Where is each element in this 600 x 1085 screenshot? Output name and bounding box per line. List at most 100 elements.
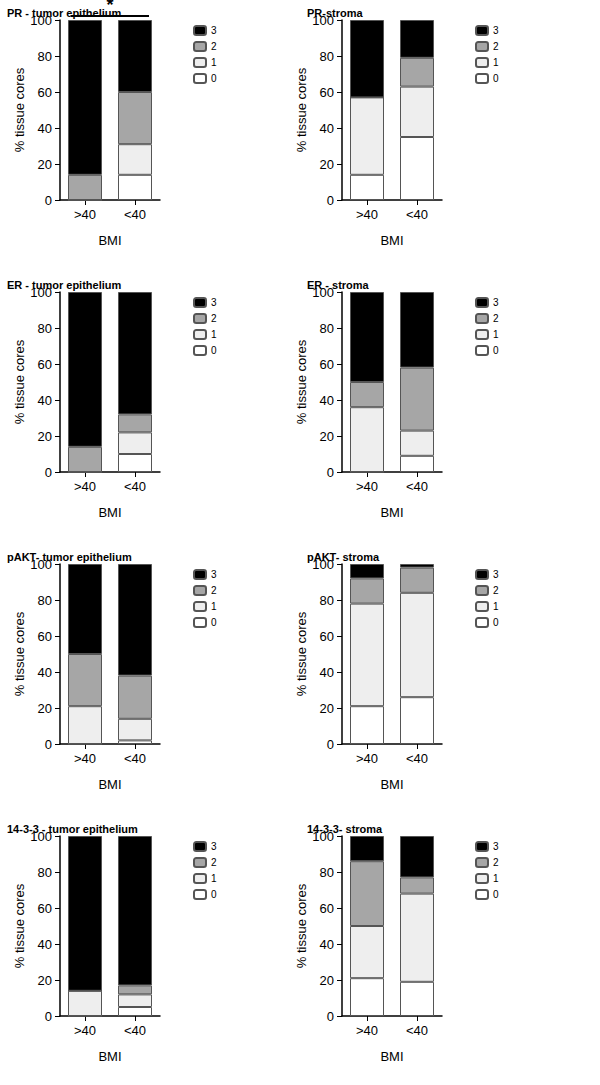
svg-text:0: 0 bbox=[45, 1009, 52, 1024]
svg-text:2: 2 bbox=[211, 857, 217, 868]
svg-text:80: 80 bbox=[38, 49, 52, 64]
svg-text:20: 20 bbox=[38, 973, 52, 988]
svg-text:<40: <40 bbox=[124, 1023, 146, 1038]
svg-text:3: 3 bbox=[211, 25, 217, 36]
svg-text:>40: >40 bbox=[356, 479, 378, 494]
svg-text:>40: >40 bbox=[356, 207, 378, 222]
svg-text:% tissue cores: % tissue cores bbox=[12, 611, 27, 696]
svg-text:3: 3 bbox=[211, 569, 217, 580]
svg-text:60: 60 bbox=[320, 629, 334, 644]
svg-text:1: 1 bbox=[493, 329, 499, 340]
svg-text:% tissue cores: % tissue cores bbox=[294, 339, 309, 424]
svg-text:<40: <40 bbox=[406, 751, 428, 766]
svg-text:40: 40 bbox=[320, 121, 334, 136]
svg-text:3: 3 bbox=[493, 841, 499, 852]
svg-text:14-3-3- stroma: 14-3-3- stroma bbox=[307, 823, 383, 835]
svg-text:1: 1 bbox=[493, 601, 499, 612]
svg-text:BMI: BMI bbox=[98, 505, 121, 520]
svg-text:1: 1 bbox=[493, 57, 499, 68]
svg-text:2: 2 bbox=[211, 313, 217, 324]
svg-text:>40: >40 bbox=[74, 479, 96, 494]
svg-text:3: 3 bbox=[493, 297, 499, 308]
svg-text:BMI: BMI bbox=[380, 505, 403, 520]
svg-text:60: 60 bbox=[320, 357, 334, 372]
svg-text:BMI: BMI bbox=[380, 777, 403, 792]
svg-text:3: 3 bbox=[211, 297, 217, 308]
svg-text:14-3-3 - tumor epithelium: 14-3-3 - tumor epithelium bbox=[7, 823, 138, 835]
svg-text:60: 60 bbox=[38, 629, 52, 644]
svg-text:% tissue cores: % tissue cores bbox=[12, 67, 27, 152]
svg-text:% tissue cores: % tissue cores bbox=[294, 67, 309, 152]
svg-text:% tissue cores: % tissue cores bbox=[294, 611, 309, 696]
svg-text:<40: <40 bbox=[406, 479, 428, 494]
svg-text:40: 40 bbox=[38, 937, 52, 952]
svg-text:60: 60 bbox=[320, 901, 334, 916]
svg-text:20: 20 bbox=[320, 429, 334, 444]
svg-text:2: 2 bbox=[493, 857, 499, 868]
svg-text:ER - tumor epithelium: ER - tumor epithelium bbox=[7, 279, 122, 291]
svg-text:0: 0 bbox=[327, 465, 334, 480]
svg-text:0: 0 bbox=[45, 465, 52, 480]
svg-text:0: 0 bbox=[327, 737, 334, 752]
svg-text:1: 1 bbox=[211, 57, 217, 68]
svg-text:>40: >40 bbox=[74, 1023, 96, 1038]
svg-text:>40: >40 bbox=[356, 751, 378, 766]
svg-text:3: 3 bbox=[211, 841, 217, 852]
svg-text:40: 40 bbox=[320, 393, 334, 408]
svg-text:PR-stroma: PR-stroma bbox=[307, 7, 364, 19]
svg-text:40: 40 bbox=[320, 665, 334, 680]
svg-text:20: 20 bbox=[38, 429, 52, 444]
svg-text:80: 80 bbox=[38, 865, 52, 880]
svg-text:PR - tumor epithelium: PR - tumor epithelium bbox=[7, 7, 122, 19]
svg-text:60: 60 bbox=[38, 85, 52, 100]
svg-text:20: 20 bbox=[38, 701, 52, 716]
svg-text:pAKT- stroma: pAKT- stroma bbox=[307, 551, 380, 563]
svg-text:80: 80 bbox=[38, 593, 52, 608]
svg-text:2: 2 bbox=[211, 41, 217, 52]
svg-text:>40: >40 bbox=[356, 1023, 378, 1038]
svg-text:0: 0 bbox=[45, 193, 52, 208]
svg-text:1: 1 bbox=[211, 601, 217, 612]
svg-text:40: 40 bbox=[320, 937, 334, 952]
svg-text:ER - stroma: ER - stroma bbox=[307, 279, 370, 291]
svg-text:2: 2 bbox=[493, 313, 499, 324]
svg-text:>40: >40 bbox=[74, 751, 96, 766]
svg-text:<40: <40 bbox=[406, 1023, 428, 1038]
svg-text:1: 1 bbox=[211, 329, 217, 340]
svg-text:20: 20 bbox=[320, 701, 334, 716]
svg-text:0: 0 bbox=[45, 737, 52, 752]
svg-text:% tissue cores: % tissue cores bbox=[294, 883, 309, 968]
svg-text:0: 0 bbox=[211, 889, 217, 900]
svg-text:0: 0 bbox=[493, 345, 499, 356]
svg-text:3: 3 bbox=[493, 569, 499, 580]
svg-text:60: 60 bbox=[38, 357, 52, 372]
svg-text:% tissue cores: % tissue cores bbox=[12, 883, 27, 968]
svg-text:BMI: BMI bbox=[98, 777, 121, 792]
svg-text:0: 0 bbox=[211, 617, 217, 628]
svg-text:60: 60 bbox=[38, 901, 52, 916]
svg-text:% tissue cores: % tissue cores bbox=[12, 339, 27, 424]
svg-text:<40: <40 bbox=[124, 479, 146, 494]
svg-text:BMI: BMI bbox=[98, 233, 121, 248]
svg-text:80: 80 bbox=[320, 321, 334, 336]
svg-text:pAKT- tumor epithelium: pAKT- tumor epithelium bbox=[7, 551, 132, 563]
svg-text:<40: <40 bbox=[124, 751, 146, 766]
svg-text:20: 20 bbox=[38, 157, 52, 172]
svg-text:<40: <40 bbox=[124, 207, 146, 222]
svg-text:1: 1 bbox=[493, 873, 499, 884]
svg-text:40: 40 bbox=[38, 393, 52, 408]
svg-text:2: 2 bbox=[493, 41, 499, 52]
svg-text:40: 40 bbox=[38, 121, 52, 136]
svg-text:80: 80 bbox=[320, 865, 334, 880]
svg-text:2: 2 bbox=[211, 585, 217, 596]
svg-text:BMI: BMI bbox=[380, 1049, 403, 1064]
svg-text:0: 0 bbox=[327, 193, 334, 208]
svg-text:40: 40 bbox=[38, 665, 52, 680]
svg-text:0: 0 bbox=[211, 345, 217, 356]
svg-text:3: 3 bbox=[493, 25, 499, 36]
svg-text:80: 80 bbox=[320, 593, 334, 608]
svg-text:BMI: BMI bbox=[98, 1049, 121, 1064]
svg-text:60: 60 bbox=[320, 85, 334, 100]
svg-text:1: 1 bbox=[211, 873, 217, 884]
svg-text:80: 80 bbox=[320, 49, 334, 64]
